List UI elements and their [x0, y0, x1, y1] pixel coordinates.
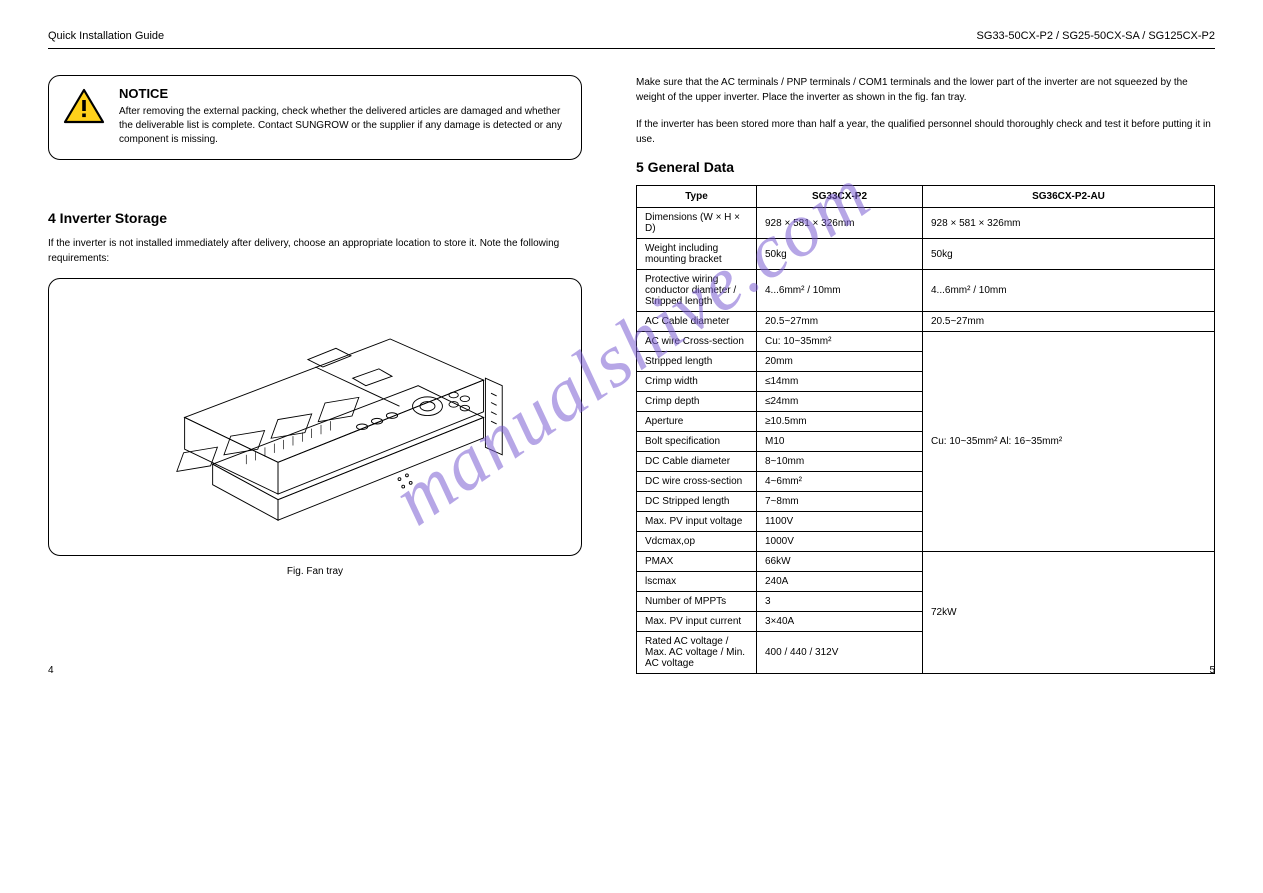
- cell-val1: 7~8mm: [757, 492, 923, 512]
- cell-val1: 20.5~27mm: [757, 312, 923, 332]
- page-number-right: 5: [1209, 665, 1215, 676]
- cell-type: Number of MPPTs: [637, 592, 757, 612]
- table-row: AC Cable diameter20.5~27mm20.5~27mm: [637, 312, 1215, 332]
- cell-type: AC Cable diameter: [637, 312, 757, 332]
- cell-val1: 4~6mm²: [757, 472, 923, 492]
- cell-val2: 4...6mm² / 10mm: [923, 270, 1215, 312]
- cell-type: Crimp depth: [637, 392, 757, 412]
- cell-val1: 3×40A: [757, 612, 923, 632]
- columns: NOTICE After removing the external packi…: [48, 75, 1215, 674]
- col-model2: SG36CX-P2-AU: [923, 186, 1215, 208]
- cell-val1: 50kg: [757, 239, 923, 270]
- cell-val1: 240A: [757, 572, 923, 592]
- cell-val1: 8~10mm: [757, 452, 923, 472]
- cell-type: AC wire Cross-section: [637, 332, 757, 352]
- section-heading-data: 5 General Data: [636, 159, 1215, 175]
- cell-val2: 928 × 581 × 326mm: [923, 208, 1215, 239]
- cell-val1: 66kW: [757, 552, 923, 572]
- right-p1: Make sure that the AC terminals / PNP te…: [636, 75, 1215, 105]
- page: Quick Installation Guide SG33-50CX-P2 / …: [0, 0, 1263, 694]
- cell-val1: ≥10.5mm: [757, 412, 923, 432]
- table-row: Protective wiring conductor diameter / S…: [637, 270, 1215, 312]
- cell-val1: 20mm: [757, 352, 923, 372]
- cell-type: Vdcmax,op: [637, 532, 757, 552]
- cell-type: PMAX: [637, 552, 757, 572]
- right-p2: If the inverter has been stored more tha…: [636, 117, 1215, 147]
- col-model1: SG33CX-P2: [757, 186, 923, 208]
- notice-title: NOTICE: [119, 86, 567, 101]
- cell-val2: 72kW: [923, 552, 1215, 674]
- cell-val2: 50kg: [923, 239, 1215, 270]
- cell-type: Crimp width: [637, 372, 757, 392]
- cell-type: Protective wiring conductor diameter / S…: [637, 270, 757, 312]
- left-column: NOTICE After removing the external packi…: [48, 75, 582, 674]
- cell-type: DC Stripped length: [637, 492, 757, 512]
- cell-type: Weight including mounting bracket: [637, 239, 757, 270]
- cell-type: Stripped length: [637, 352, 757, 372]
- cell-type: Aperture: [637, 412, 757, 432]
- cell-val1: 928 × 581 × 326mm: [757, 208, 923, 239]
- cell-type: Max. PV input current: [637, 612, 757, 632]
- cell-val2: 20.5~27mm: [923, 312, 1215, 332]
- cell-type: Rated AC voltage / Max. AC voltage / Min…: [637, 632, 757, 674]
- cell-type: DC wire cross-section: [637, 472, 757, 492]
- right-column: Make sure that the AC terminals / PNP te…: [636, 75, 1215, 674]
- cell-val1: M10: [757, 432, 923, 452]
- table-row: Weight including mounting bracket50kg50k…: [637, 239, 1215, 270]
- figure-caption: Fig. Fan tray: [48, 566, 582, 577]
- cell-type: Bolt specification: [637, 432, 757, 452]
- table-header-row: Type SG33CX-P2 SG36CX-P2-AU: [637, 186, 1215, 208]
- table-row: AC wire Cross-sectionCu: 10~35mm²Cu: 10~…: [637, 332, 1215, 352]
- header-left: Quick Installation Guide: [48, 30, 164, 42]
- header-right: SG33-50CX-P2 / SG25-50CX-SA / SG125CX-P2: [977, 30, 1215, 42]
- col-type: Type: [637, 186, 757, 208]
- cell-val1: 3: [757, 592, 923, 612]
- storage-paragraph: If the inverter is not installed immedia…: [48, 236, 582, 266]
- cell-val1: 4...6mm² / 10mm: [757, 270, 923, 312]
- cell-type: lscmax: [637, 572, 757, 592]
- cell-val1: Cu: 10~35mm²: [757, 332, 923, 352]
- cell-type: DC Cable diameter: [637, 452, 757, 472]
- header-divider: [48, 48, 1215, 49]
- spec-table: Type SG33CX-P2 SG36CX-P2-AU Dimensions (…: [636, 185, 1215, 674]
- page-number-left: 4: [48, 665, 54, 676]
- notice-box: NOTICE After removing the external packi…: [48, 75, 582, 160]
- cell-type: Dimensions (W × H × D): [637, 208, 757, 239]
- cell-val1: 1100V: [757, 512, 923, 532]
- table-row: Dimensions (W × H × D)928 × 581 × 326mm9…: [637, 208, 1215, 239]
- notice-text: After removing the external packing, che…: [119, 105, 567, 147]
- figure-box: [48, 278, 582, 556]
- cell-val1: ≤14mm: [757, 372, 923, 392]
- cell-val1: 1000V: [757, 532, 923, 552]
- cell-val2: Cu: 10~35mm² Al: 16~35mm²: [923, 332, 1215, 552]
- section-heading-storage: 4 Inverter Storage: [48, 210, 582, 226]
- warning-icon: [63, 88, 105, 129]
- cell-val1: ≤24mm: [757, 392, 923, 412]
- notice-body: NOTICE After removing the external packi…: [119, 86, 567, 147]
- inverter-illustration: [76, 296, 555, 539]
- header-row: Quick Installation Guide SG33-50CX-P2 / …: [48, 30, 1215, 42]
- cell-val1: 400 / 440 / 312V: [757, 632, 923, 674]
- cell-type: Max. PV input voltage: [637, 512, 757, 532]
- table-row: PMAX66kW72kW: [637, 552, 1215, 572]
